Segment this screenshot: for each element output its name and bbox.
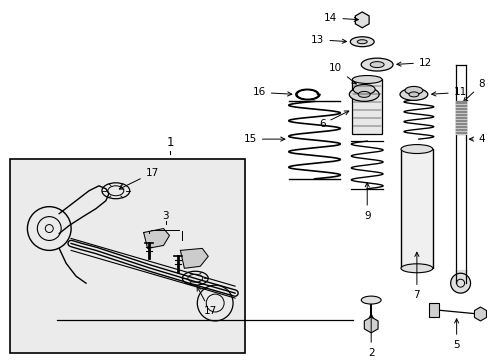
Ellipse shape [357, 40, 366, 44]
Ellipse shape [358, 91, 369, 97]
Ellipse shape [361, 58, 392, 71]
Circle shape [450, 273, 469, 293]
Bar [428, 303, 438, 317]
Text: 15: 15 [243, 134, 285, 144]
Text: 4: 4 [468, 134, 484, 144]
Polygon shape [180, 248, 208, 268]
Text: 12: 12 [396, 58, 431, 68]
Ellipse shape [352, 85, 374, 94]
Bar [9, 159, 244, 353]
Polygon shape [455, 270, 465, 283]
Text: 3: 3 [162, 211, 168, 221]
Polygon shape [143, 229, 169, 248]
Text: 10: 10 [328, 63, 356, 84]
Ellipse shape [369, 62, 383, 68]
Ellipse shape [351, 76, 381, 84]
Ellipse shape [349, 37, 373, 47]
Text: 16: 16 [252, 87, 291, 98]
Ellipse shape [400, 264, 432, 273]
Text: 17: 17 [197, 287, 216, 316]
Bar [351, 80, 381, 134]
Ellipse shape [400, 145, 432, 153]
Text: 7: 7 [413, 252, 419, 300]
Text: 11: 11 [431, 87, 466, 98]
Ellipse shape [399, 89, 427, 100]
Ellipse shape [404, 86, 422, 94]
Text: 2: 2 [367, 314, 374, 358]
Text: 9: 9 [363, 183, 370, 221]
Text: 6: 6 [318, 111, 348, 129]
Text: 8: 8 [463, 80, 484, 102]
Text: 1: 1 [166, 136, 174, 149]
Ellipse shape [408, 92, 418, 97]
Ellipse shape [348, 87, 378, 102]
Text: 5: 5 [452, 319, 459, 350]
Bar [400, 149, 432, 268]
Text: 17: 17 [119, 168, 159, 189]
Ellipse shape [361, 296, 380, 304]
Text: 13: 13 [310, 35, 346, 45]
Text: 14: 14 [324, 13, 358, 23]
